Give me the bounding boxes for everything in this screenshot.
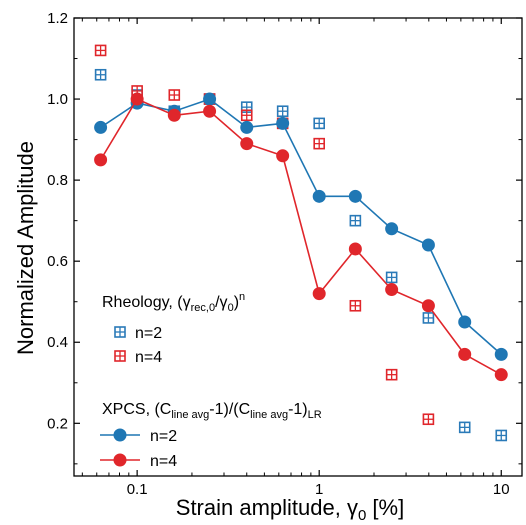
legend-marker-xpcs-n2 (100, 428, 140, 442)
legend-xpcs-header: XPCS, (Cline avg-1)/(Cline avg-1)LR (102, 401, 322, 421)
data-point (276, 149, 290, 163)
data-point (203, 104, 217, 118)
data-point (422, 312, 435, 324)
y-tick-label: 1.0 (47, 91, 68, 108)
legend-rheology-header: Rheology, (γrec,0/γ0)n (102, 291, 245, 314)
legend-marker-rheology-n2 (114, 326, 126, 338)
y-tick-label: 1.2 (47, 10, 68, 27)
legend: Rheology, (γrec,0/γ0)n n=2 n=4 XPCS, (Cl… (100, 291, 322, 470)
y-tick-label: 0.2 (47, 415, 68, 432)
data-point (422, 413, 435, 426)
legend-marker-rheology-n4 (114, 350, 126, 362)
data-point (421, 299, 435, 313)
x-tick-label: 10 (493, 481, 510, 498)
legend-label-rheology-n2: n=2 (135, 325, 162, 342)
legend-label-xpcs-n2: n=2 (150, 428, 177, 445)
series-line (99, 98, 502, 376)
data-point (240, 137, 254, 151)
data-point (94, 153, 108, 167)
data-point (276, 105, 289, 118)
series-xpcs-n2 (94, 92, 508, 361)
legend-circle-n4 (113, 453, 127, 467)
data-point (385, 271, 398, 284)
x-tick-label: 1 (315, 481, 323, 498)
plot-frame (73, 17, 523, 477)
data-point (421, 238, 435, 252)
tick-labels: 0.2 0.4 0.6 0.8 1.0 1.2 0.1 1 10 (47, 10, 509, 498)
axis-ticks (74, 17, 522, 476)
series-xpcs-n4 (94, 92, 508, 382)
data-point (313, 117, 325, 130)
legend-label-rheology-n4: n=4 (135, 349, 162, 366)
data-point (312, 287, 326, 301)
data-point (385, 368, 398, 381)
data-point (168, 89, 181, 101)
data-point (94, 44, 107, 57)
x-tick-label: 0.1 (127, 481, 148, 498)
series-rheology-n2 (94, 68, 508, 442)
data-point (385, 283, 399, 297)
data-point (349, 214, 362, 227)
data-point (240, 109, 253, 122)
legend-label-xpcs-n4: n=4 (150, 453, 177, 470)
data-point (349, 299, 362, 312)
x-axis-title: Strain amplitude, γ0 [%] (176, 495, 404, 524)
data-point (385, 222, 399, 236)
data-point (312, 189, 326, 203)
legend-circle-n2 (113, 428, 127, 442)
data-point (458, 347, 472, 361)
data-point (494, 368, 508, 382)
legend-square-n4 (114, 350, 126, 362)
data-point (240, 120, 254, 134)
data-point (495, 429, 508, 442)
y-tick-label: 0.4 (47, 334, 68, 351)
data-point (348, 242, 362, 256)
data-point (94, 120, 108, 134)
data-point (348, 189, 362, 203)
y-tick-label: 0.8 (47, 172, 68, 189)
data-point (167, 108, 181, 122)
data-point (458, 315, 472, 329)
y-axis-title: Normalized Amplitude (13, 141, 38, 355)
legend-marker-xpcs-n4 (100, 453, 140, 467)
data-point (458, 421, 471, 434)
data-point (94, 68, 107, 81)
data-point (276, 116, 290, 130)
data-point (130, 92, 144, 106)
data-point (494, 347, 508, 361)
data-point (313, 137, 325, 150)
data-point (203, 92, 217, 106)
y-tick-label: 0.6 (47, 253, 68, 270)
legend-square-n2 (114, 326, 126, 338)
series-layer (94, 44, 508, 442)
